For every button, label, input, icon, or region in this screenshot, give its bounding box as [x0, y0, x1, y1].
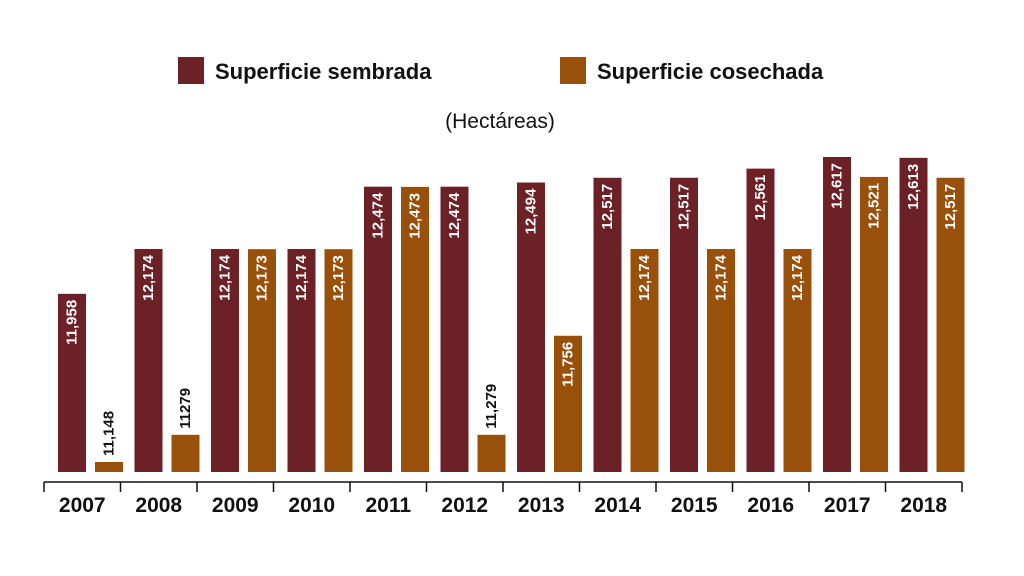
- bar-sembrada-2010: [287, 248, 316, 472]
- data-label-cosechada-2017: 12,521: [866, 183, 883, 229]
- data-label-cosechada-2009: 12,173: [254, 255, 271, 301]
- data-label-sembrada-2007: 11,958: [64, 300, 81, 345]
- bar-cosechada-2015: [707, 248, 735, 472]
- bar-sembrada-2013: [517, 182, 545, 472]
- data-label-sembrada-2016: 12,561: [752, 175, 769, 221]
- bar-cosechada-2008: [171, 434, 200, 472]
- bar-sembrada-2012: [440, 186, 469, 473]
- x-tick-label-2011: 2011: [365, 494, 411, 517]
- x-tick-label-2017: 2017: [824, 494, 871, 517]
- x-tick-label-2007: 2007: [59, 494, 106, 517]
- data-label-sembrada-2014: 12,517: [599, 184, 616, 230]
- bar-cosechada-2010: [324, 249, 353, 472]
- x-tick-label-2015: 2015: [671, 494, 718, 517]
- unit-label: (Hectáreas): [445, 110, 555, 133]
- bar-cosechada-2012: [477, 434, 506, 472]
- bar-sembrada-2007: [58, 293, 86, 472]
- data-label-sembrada-2008: 12,174: [140, 254, 157, 301]
- data-label-cosechada-2007: 11,148: [101, 411, 118, 456]
- bar-sembrada-2016: [746, 168, 775, 472]
- bar-cosechada-2011: [401, 186, 429, 472]
- x-tick-label-2013: 2013: [518, 494, 565, 517]
- bar-cosechada-2017: [860, 176, 888, 472]
- data-label-sembrada-2017: 12,617: [829, 163, 846, 209]
- bar-sembrada-2018: [899, 157, 928, 472]
- bar-cosechada-2018: [936, 177, 965, 472]
- legend: Superficie sembrada Superficie cosechada: [178, 57, 824, 84]
- bar-sembrada-2011: [364, 186, 392, 473]
- data-label-sembrada-2012: 12,474: [446, 192, 463, 239]
- data-label-sembrada-2018: 12,613: [905, 164, 922, 210]
- bar-sembrada-2015: [670, 177, 698, 472]
- x-tick-label-2018: 2018: [900, 494, 947, 517]
- data-label-cosechada-2016: 12,174: [789, 254, 806, 301]
- data-label-cosechada-2018: 12,517: [942, 184, 959, 230]
- x-tick-label-2009: 2009: [212, 494, 259, 517]
- legend-label-cosechada: Superficie cosechada: [597, 59, 824, 84]
- data-label-cosechada-2011: 12,473: [407, 193, 424, 239]
- data-label-cosechada-2012: 11,279: [483, 384, 500, 429]
- data-label-sembrada-2011: 12,474: [370, 192, 387, 239]
- data-label-cosechada-2015: 12,174: [713, 254, 730, 301]
- data-label-cosechada-2008: 11279: [177, 388, 194, 429]
- x-tick-label-2010: 2010: [288, 494, 335, 517]
- bar-sembrada-2008: [134, 248, 163, 472]
- bar-cosechada-2016: [783, 248, 812, 472]
- data-label-cosechada-2013: 11,756: [560, 342, 577, 387]
- bar-sembrada-2014: [593, 177, 622, 472]
- bar-sembrada-2009: [211, 248, 239, 472]
- bars-group: 11,958 11,148 12,174 11279 12,174 12,173 12,17…: [58, 157, 965, 473]
- legend-swatch-cosechada: [560, 57, 586, 84]
- data-label-cosechada-2014: 12,174: [636, 254, 653, 301]
- bar-cosechada-2013: [554, 335, 582, 472]
- data-label-sembrada-2010: 12,174: [293, 254, 310, 301]
- bar-cosechada-2009: [248, 249, 276, 472]
- data-label-sembrada-2015: 12,517: [676, 184, 693, 230]
- bar-cosechada-2007: [95, 462, 123, 472]
- bar-cosechada-2014: [630, 248, 659, 472]
- x-tick-label-2008: 2008: [135, 494, 182, 517]
- x-tick-label-2012: 2012: [441, 494, 488, 517]
- x-tick-label-2014: 2014: [594, 494, 641, 517]
- x-tick-label-2016: 2016: [747, 494, 794, 517]
- x-axis: 2007 2008 2009 2010 2011 2012 2013 2014 2015 2016…: [43, 481, 963, 517]
- legend-label-sembrada: Superficie sembrada: [215, 59, 432, 84]
- data-label-sembrada-2013: 12,494: [523, 188, 540, 235]
- legend-swatch-sembrada: [178, 57, 204, 84]
- bar-sembrada-2017: [823, 157, 851, 472]
- data-label-cosechada-2010: 12,173: [330, 255, 347, 301]
- data-label-sembrada-2009: 12,174: [217, 254, 234, 301]
